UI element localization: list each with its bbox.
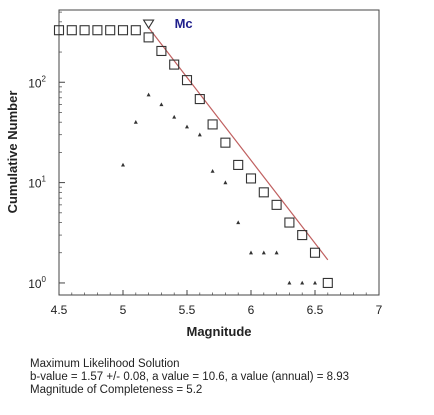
x-tick-label: 4.5 — [51, 303, 68, 317]
cumulative-series — [53, 25, 333, 289]
cumulative-point — [284, 217, 295, 228]
noncumulative-point — [146, 92, 151, 97]
cumulative-point — [92, 25, 103, 36]
noncumulative-point — [133, 119, 138, 124]
noncumulative-point — [313, 280, 317, 285]
cumulative-point — [105, 25, 116, 36]
mc-label: Mc — [175, 16, 193, 31]
cumulative-point — [181, 75, 193, 86]
cumulative-point — [220, 137, 231, 148]
cumulative-point — [53, 25, 65, 36]
x-axis: 4.5 5 5.5 6 6.5 7 — [51, 290, 383, 317]
y-tick-label: 100 — [28, 275, 46, 291]
y-axis-title: Cumulative Number — [5, 91, 20, 214]
cumulative-point — [207, 119, 218, 130]
fit-line-layer — [148, 27, 329, 261]
cumulative-point — [258, 187, 269, 198]
gutenberg-richter-chart: 4.5 5 5.5 6 6.5 7 100 101 102 Mc Magnitude Cumu… — [5, 9, 383, 339]
cumulative-point — [194, 94, 205, 105]
mc-layer: Mc — [142, 16, 193, 31]
noncumulative-point — [197, 132, 202, 137]
noncumulative-point — [223, 180, 228, 185]
cumulative-point — [233, 159, 244, 170]
noncumulative-point — [300, 280, 305, 285]
cumulative-point — [322, 277, 333, 289]
x-tick-label: 7 — [376, 303, 383, 317]
cumulative-point — [169, 59, 180, 70]
cumulative-point — [245, 173, 257, 184]
cumulative-point — [156, 45, 167, 57]
noncumulative-point — [185, 124, 189, 129]
x-axis-title: Magnitude — [187, 324, 252, 339]
caption-b-value: b-value = 1.57 +/- 0.08, a value = 10.6,… — [30, 371, 350, 383]
cumulative-point — [143, 32, 154, 43]
noncumulative-point — [236, 220, 241, 225]
cumulative-point — [130, 25, 141, 36]
caption: Maximum Likelihood Solution b-value = 1.… — [30, 358, 430, 397]
y-tick-label: 101 — [28, 175, 46, 191]
cumulative-point — [309, 247, 321, 258]
noncumulative-point — [210, 168, 215, 173]
cumulative-point — [66, 25, 77, 36]
cumulative-point — [117, 25, 129, 36]
noncumulative-point — [261, 250, 266, 255]
y-axis: 100 101 102 — [28, 11, 65, 291]
caption-title: Maximum Likelihood Solution — [30, 358, 180, 370]
y-tick-label: 102 — [28, 74, 46, 90]
noncumulative-point — [274, 250, 279, 255]
cumulative-point — [79, 25, 90, 36]
plot-frame — [58, 9, 380, 296]
noncumulative-point — [121, 162, 125, 167]
cumulative-point — [297, 230, 308, 241]
noncumulative-series — [121, 92, 317, 285]
noncumulative-point — [287, 280, 292, 285]
mc-marker — [142, 19, 155, 30]
x-tick-label: 5.5 — [179, 303, 196, 317]
cumulative-point — [271, 199, 282, 210]
noncumulative-point — [159, 102, 164, 107]
caption-completeness: Magnitude of Completeness = 5.2 — [30, 384, 203, 396]
x-tick-label: 6.5 — [307, 303, 324, 317]
noncumulative-point — [249, 250, 253, 255]
x-tick-label: 6 — [248, 303, 255, 317]
x-tick-label: 5 — [120, 303, 127, 317]
noncumulative-point — [172, 114, 177, 119]
fit-line — [148, 27, 329, 261]
